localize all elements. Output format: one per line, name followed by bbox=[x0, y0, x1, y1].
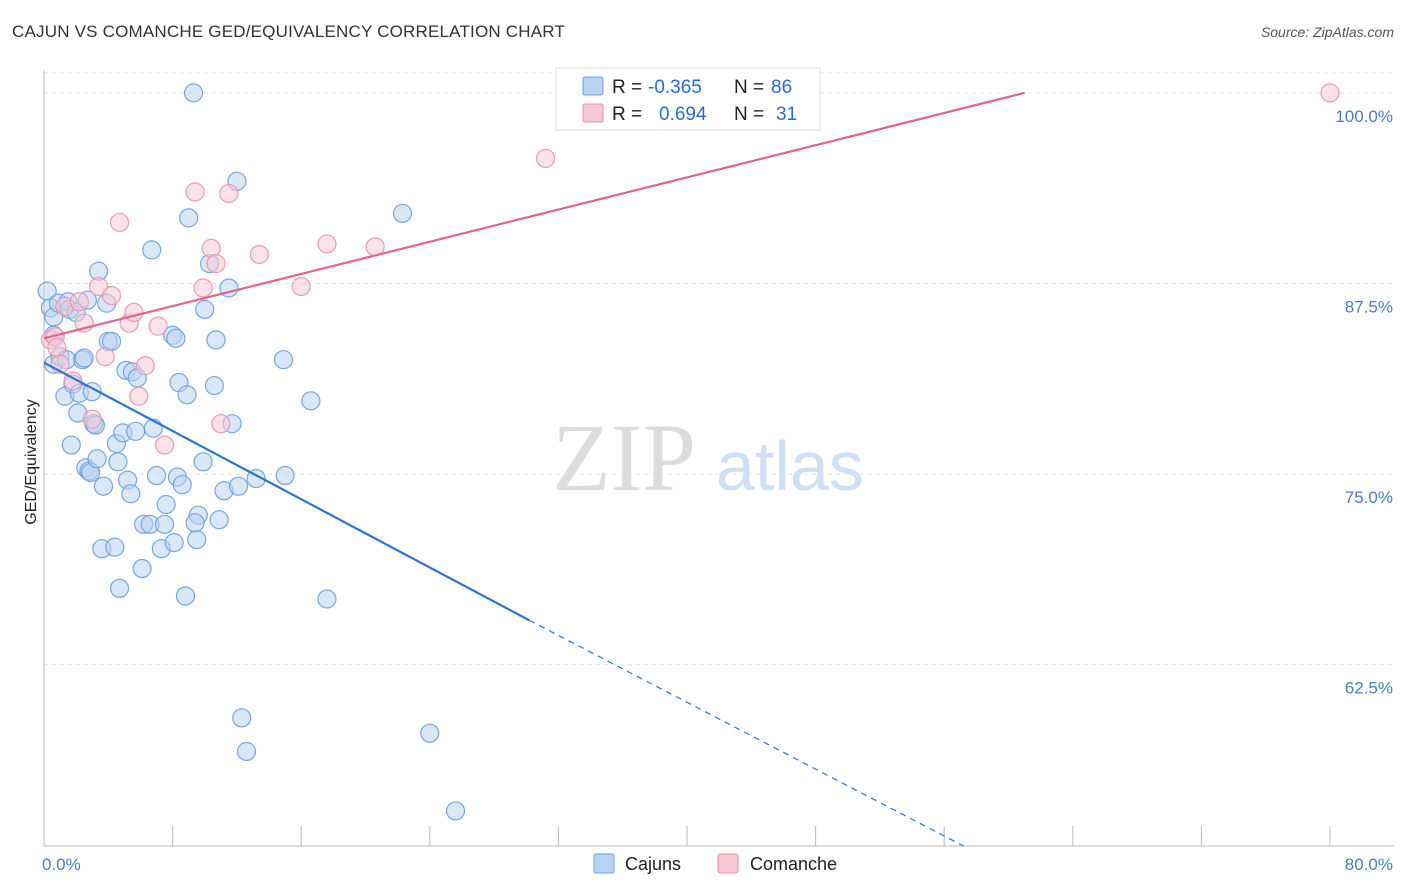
cajuns-point-62 bbox=[187, 529, 207, 550]
cajuns-point-64 bbox=[193, 452, 213, 472]
cajuns-point-83 bbox=[420, 723, 440, 743]
comanche-point-24 bbox=[219, 183, 239, 204]
comanche-point-11 bbox=[101, 286, 122, 306]
cajuns-point-81 bbox=[317, 589, 337, 609]
x-tick-label-1: 80.0% bbox=[1345, 855, 1393, 874]
comanche-point-31 bbox=[1320, 83, 1340, 103]
cajuns-point-53 bbox=[164, 533, 184, 553]
comanche-point-10 bbox=[95, 347, 115, 367]
cajuns-point-84 bbox=[445, 801, 466, 821]
comanche-point-18 bbox=[154, 435, 175, 455]
trend-lines bbox=[43, 91, 1025, 847]
cajuns-point-51 bbox=[156, 494, 176, 515]
comanche-point-2 bbox=[47, 337, 67, 358]
comanche-r-value: 0.694 bbox=[659, 104, 707, 125]
cajuns-point-59 bbox=[177, 385, 197, 405]
y-tick-label-0: 62.5% bbox=[1345, 679, 1393, 698]
comanche-legend-swatch bbox=[582, 103, 604, 123]
cajuns-point-41 bbox=[126, 421, 146, 441]
comanche-n-label: N = bbox=[734, 104, 764, 125]
comanche-trend-line bbox=[43, 91, 1025, 340]
cajuns-point-85 bbox=[185, 513, 205, 533]
cajuns-point-25 bbox=[87, 449, 107, 469]
cajuns-point-69 bbox=[209, 510, 229, 530]
watermark-zip: ZIP bbox=[552, 404, 696, 511]
cajuns-point-39 bbox=[121, 484, 141, 504]
comanche-r-label: R = bbox=[612, 104, 642, 125]
bottom-legend-comanche-swatch bbox=[717, 853, 739, 874]
comanche-point-20 bbox=[193, 278, 213, 298]
comanche-point-22 bbox=[206, 254, 226, 274]
cajuns-point-54 bbox=[166, 328, 186, 348]
cajuns-trend-line bbox=[43, 361, 530, 622]
source-label: Source: ZipAtlas.com bbox=[1260, 24, 1394, 40]
cajuns-point-34 bbox=[108, 452, 128, 472]
axes bbox=[43, 70, 1394, 847]
x-tick-labels: 0.0% 80.0% bbox=[42, 855, 1393, 874]
cajuns-point-43 bbox=[132, 558, 152, 579]
watermark: ZIP atlas bbox=[552, 404, 864, 511]
cajuns-point-32 bbox=[105, 537, 125, 557]
cajuns-point-57 bbox=[172, 475, 192, 495]
cajuns-point-46 bbox=[142, 240, 162, 260]
cajuns-point-35 bbox=[109, 578, 130, 598]
comanche-point-25 bbox=[249, 244, 270, 265]
x-tick-label-0: 0.0% bbox=[42, 855, 81, 874]
cajuns-point-60 bbox=[179, 208, 199, 228]
comanche-point-6 bbox=[69, 292, 89, 312]
cajuns-point-78 bbox=[273, 350, 294, 370]
comanche-point-12 bbox=[109, 212, 130, 233]
cajuns-point-68 bbox=[206, 330, 226, 350]
cajuns-legend-swatch bbox=[582, 76, 604, 96]
comanche-point-16 bbox=[135, 356, 155, 376]
cajuns-point-11 bbox=[61, 435, 81, 455]
cajuns-n-value: 86 bbox=[771, 77, 792, 98]
bottom-legend: Cajuns Comanche bbox=[593, 853, 837, 874]
y-tick-label-1: 75.0% bbox=[1345, 488, 1393, 507]
y-axis-title: GED/Equivalency bbox=[23, 399, 40, 524]
cajuns-n-label: N = bbox=[734, 77, 764, 98]
y-tick-label-3: 100.0% bbox=[1335, 107, 1393, 126]
cajuns-point-75 bbox=[232, 708, 252, 728]
cajuns-point-79 bbox=[275, 465, 295, 486]
comanche-point-19 bbox=[185, 182, 205, 202]
comanche-point-8 bbox=[82, 409, 102, 429]
cajuns-point-82 bbox=[392, 203, 413, 223]
cajuns-point-67 bbox=[204, 375, 224, 396]
comanche-point-17 bbox=[148, 316, 168, 336]
cajuns-r-label: R = bbox=[612, 77, 642, 98]
comanche-point-23 bbox=[211, 414, 231, 434]
cajuns-point-22 bbox=[82, 382, 102, 402]
cajuns-point-28 bbox=[93, 476, 114, 496]
bottom-legend-cajuns-swatch bbox=[593, 853, 615, 874]
comanche-point-29 bbox=[535, 148, 556, 169]
comanche-point-15 bbox=[129, 386, 149, 406]
cajuns-point-58 bbox=[175, 586, 196, 606]
y-tick-labels: 62.5% 75.0% 87.5% 100.0% bbox=[1335, 107, 1393, 698]
cajuns-points bbox=[37, 83, 466, 821]
comanche-point-27 bbox=[317, 234, 337, 254]
comanche-point-26 bbox=[291, 276, 311, 297]
cajuns-point-74 bbox=[228, 476, 249, 496]
cajuns-r-value: -0.365 bbox=[648, 77, 702, 98]
watermark-atlas: atlas bbox=[716, 427, 864, 505]
stats-legend: R = -0.365 N = 86 R = 0.694 N = 31 bbox=[555, 67, 821, 131]
cajuns-point-48 bbox=[146, 465, 167, 486]
cajuns-trend-extension bbox=[529, 619, 964, 847]
bottom-legend-comanche-label: Comanche bbox=[750, 854, 837, 874]
comanche-point-14 bbox=[124, 302, 144, 323]
y-tick-label-2: 87.5% bbox=[1345, 297, 1393, 316]
cajuns-point-65 bbox=[195, 299, 215, 319]
comanche-points bbox=[40, 83, 1340, 455]
cajuns-point-50 bbox=[154, 514, 175, 534]
cajuns-point-80 bbox=[301, 391, 321, 411]
grid-lines bbox=[44, 72, 1394, 666]
bottom-legend-cajuns-label: Cajuns bbox=[625, 854, 681, 874]
cajuns-point-61 bbox=[183, 83, 204, 103]
cajuns-point-76 bbox=[236, 741, 257, 762]
comanche-n-value: 31 bbox=[776, 104, 797, 125]
chart-title: CAJUN VS COMANCHE GED/EQUIVALENCY CORREL… bbox=[12, 22, 566, 41]
cajuns-point-17 bbox=[74, 348, 94, 368]
